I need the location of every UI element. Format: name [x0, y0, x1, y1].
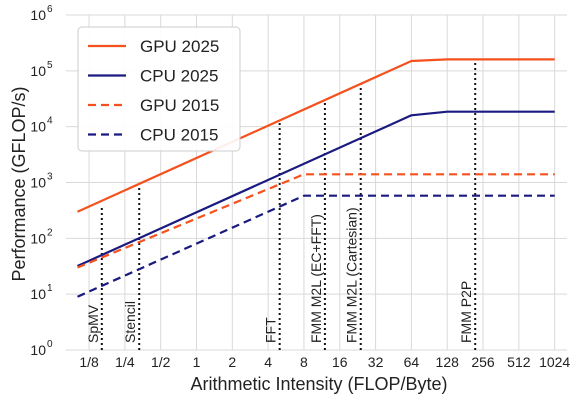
- series-line: [77, 110, 555, 268]
- x-tick-label: 8: [300, 354, 308, 370]
- x-tick-label: 64: [404, 354, 420, 370]
- kernel-marker-label: FMM P2P: [458, 281, 474, 343]
- y-tick-exponent: 3: [47, 172, 53, 183]
- series-line: [77, 58, 555, 213]
- y-axis-label: Performance (GFLOP/s): [9, 86, 29, 281]
- x-tick-labels: 1/8 1/4 1/2 1 2 4 8 16 32 64 128 256 512 1024: [79, 354, 570, 370]
- series-line: [77, 173, 555, 269]
- x-tick-label: 1/8: [79, 354, 99, 370]
- x-axis-label: Arithmetic Intensity (FLOP/Byte): [190, 374, 447, 394]
- y-tick-label: 10: [30, 175, 46, 191]
- x-tick-label: 1/2: [151, 354, 171, 370]
- x-tick-label: 1: [193, 354, 201, 370]
- legend-label: CPU 2015: [140, 126, 218, 145]
- y-tick-label: 10: [30, 119, 46, 135]
- kernel-marker-label: FMM M2L (EC+FFT): [308, 214, 324, 343]
- legend-box: [77, 26, 241, 152]
- legend-label: GPU 2025: [140, 37, 219, 56]
- x-tick-label: 4: [264, 354, 272, 370]
- y-tick-label: 10: [30, 7, 46, 23]
- x-tick-label: 128: [436, 354, 460, 370]
- kernel-marker-label: FFT: [263, 317, 279, 343]
- x-tick-label: 2: [228, 354, 236, 370]
- y-tick-exponent: 0: [47, 339, 53, 350]
- y-tick-exponent: 4: [47, 116, 53, 127]
- series-line: [77, 194, 555, 298]
- y-tick-label: 10: [30, 342, 46, 358]
- kernel-marker-label: FMM M2L (Cartesian): [344, 207, 360, 343]
- kernel-marker-label: SpMV: [85, 304, 101, 343]
- y-tick-exponent: 1: [47, 283, 53, 294]
- x-tick-label: 32: [368, 354, 384, 370]
- x-tick-label: 512: [507, 354, 531, 370]
- y-tick-label: 10: [30, 230, 46, 246]
- y-tick-label: 10: [30, 63, 46, 79]
- y-tick-label: 10: [30, 286, 46, 302]
- x-tick-label: 1024: [539, 354, 570, 370]
- x-tick-label: 256: [471, 354, 495, 370]
- kernel-markers: SpMV Stencil FFT FMM M2L (EC+FFT) FMM M2L (C…: [85, 59, 477, 350]
- x-tick-label: 16: [332, 354, 348, 370]
- legend: GPU 2025 CPU 2025 GPU 2015 CPU 2015: [77, 26, 241, 152]
- y-tick-exponent: 5: [47, 60, 53, 71]
- y-tick-exponent: 6: [47, 4, 53, 15]
- y-tick-exponent: 2: [47, 227, 53, 238]
- legend-label: CPU 2025: [140, 67, 218, 86]
- series-lines: [77, 58, 555, 298]
- legend-label: GPU 2015: [140, 96, 219, 115]
- x-tick-label: 1/4: [115, 354, 135, 370]
- kernel-marker-label: Stencil: [122, 301, 138, 343]
